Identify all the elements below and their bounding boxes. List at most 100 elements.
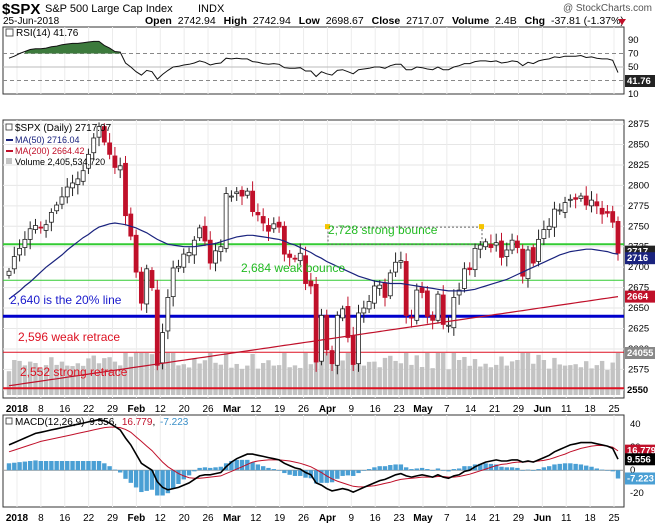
candle-body <box>213 250 218 264</box>
macd-hist-bar <box>165 470 171 494</box>
candle-body <box>456 289 462 296</box>
candle-body <box>435 293 441 321</box>
volume-bar <box>128 356 133 395</box>
volume-bar <box>494 364 499 395</box>
candle-body <box>149 270 155 289</box>
volume-bar <box>377 367 382 395</box>
price-legend-swatch <box>5 123 13 131</box>
volume-bar <box>123 353 128 395</box>
volume-bar <box>478 366 483 395</box>
candle-body <box>64 186 70 198</box>
x-axis-label-bottom: 2018 <box>6 513 29 524</box>
macd-hist-bar <box>594 468 600 471</box>
rsi-tick-label: 10 <box>628 89 639 100</box>
x-axis-label-bottom: 26 <box>202 513 214 524</box>
macd-hist-bar <box>441 470 446 471</box>
macd-hist-bar <box>276 470 282 471</box>
macd-hist-bar <box>70 461 75 471</box>
candle-body <box>440 294 446 325</box>
candle-body <box>11 256 17 270</box>
volume-bar <box>578 367 584 395</box>
x-axis-label: Mar <box>223 404 241 415</box>
level-badge-bg <box>625 383 655 396</box>
candle-body <box>340 308 346 319</box>
close-label: Close <box>372 15 401 27</box>
volume-bar <box>536 354 541 395</box>
macd-hist-bar <box>351 470 356 476</box>
candle-body <box>403 261 409 316</box>
volume-bar <box>446 369 451 395</box>
candle-body <box>541 229 547 239</box>
macd-line <box>8 418 619 493</box>
volume-bar <box>594 365 600 395</box>
volume-bar <box>488 367 494 395</box>
hist-badge: -7.223 <box>627 473 654 484</box>
macd-hist-bar <box>102 463 107 471</box>
x-axis-label-bottom: May <box>413 513 433 524</box>
volume-bar <box>345 353 351 395</box>
volume-bar <box>351 353 356 395</box>
x-axis-label: 23 <box>394 404 406 415</box>
volume-bar <box>149 354 155 395</box>
annotation-2596: 2,596 weak retrace <box>18 330 120 344</box>
macd-hist-bar <box>573 463 578 471</box>
candle-body <box>271 223 277 230</box>
volume-bar <box>33 363 38 395</box>
candle-body <box>223 193 229 249</box>
macd-hist-bar <box>393 464 398 471</box>
x-axis-label: 16 <box>59 404 71 415</box>
x-axis-label-bottom: 12 <box>155 513 167 524</box>
candle-body <box>610 211 616 223</box>
x-axis-label: 12 <box>155 404 167 415</box>
macd-hist-bar <box>234 459 239 471</box>
candle-body <box>75 178 81 185</box>
macd-hist-bar <box>65 461 70 471</box>
macd-hist-bar <box>271 469 276 471</box>
macd-hist-bar <box>366 469 372 471</box>
macd-hist-bar <box>160 470 165 496</box>
volume-bar <box>202 360 208 395</box>
candle-body <box>557 209 563 212</box>
close-value: 2717.07 <box>406 15 444 27</box>
signal-badge: 16.779 <box>627 446 656 457</box>
macd-hist-bar <box>197 467 202 471</box>
header-name: S&P 500 Large Cap Index <box>45 3 173 15</box>
volume-bar <box>245 365 250 395</box>
volume-bar <box>176 365 181 395</box>
candle-body <box>430 315 436 321</box>
annotation-2552: 2,552 strong retrace <box>20 365 128 379</box>
candle-body <box>70 182 75 189</box>
candle-body <box>48 211 54 223</box>
volume-bar <box>599 360 605 395</box>
candle-body <box>483 241 489 248</box>
macd-tick-label: 0 <box>630 465 635 476</box>
macd-hist-bar <box>118 470 123 473</box>
candle-body <box>186 252 192 257</box>
macd-hist-bar <box>86 461 91 471</box>
x-axis-label: 12 <box>250 404 262 415</box>
candle-body <box>371 285 377 304</box>
rsi-line <box>8 40 619 80</box>
price-tick-label: 2800 <box>628 180 649 191</box>
high-value: 2742.94 <box>253 15 291 27</box>
macd-hist-bar <box>451 469 457 471</box>
candle-body <box>350 335 356 365</box>
volume-bar <box>239 368 245 395</box>
candle-body <box>244 190 250 196</box>
x-axis-label: Apr <box>319 404 336 415</box>
x-axis-label: 29 <box>513 404 525 415</box>
volume-bar <box>589 368 594 395</box>
candle-body <box>514 240 520 248</box>
volume-bar <box>372 361 377 395</box>
macd-legend-hist: -7.223 <box>160 417 189 428</box>
macd-hist-bar <box>170 470 176 489</box>
x-axis-label-bottom: 16 <box>370 513 382 524</box>
volume-bar <box>49 357 54 395</box>
volume-bar <box>181 364 186 395</box>
bounce-marker <box>325 224 330 230</box>
macd-tick-label: 40 <box>630 419 641 430</box>
volume-bar <box>22 365 28 395</box>
macd-hist-bar <box>382 466 388 471</box>
volume-bar <box>340 360 345 395</box>
